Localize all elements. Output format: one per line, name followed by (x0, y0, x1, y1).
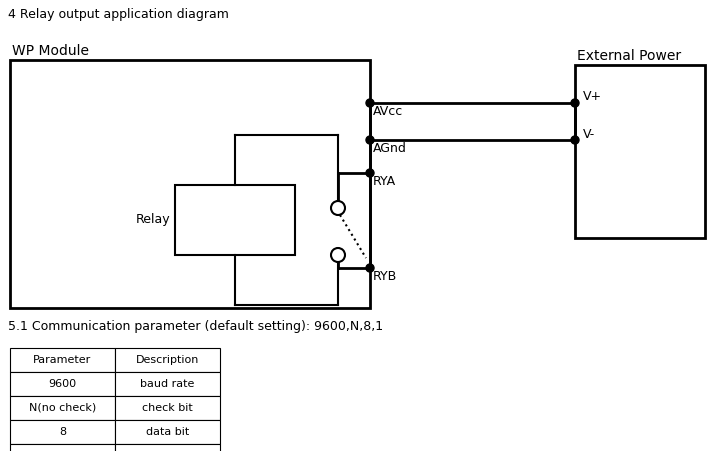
Bar (115, 348, 220, 372)
Circle shape (571, 136, 579, 144)
Circle shape (571, 99, 579, 107)
Text: External Power: External Power (577, 49, 681, 63)
Bar (115, 396, 220, 420)
Text: V-: V- (583, 128, 595, 141)
Bar (175, 185, 295, 255)
Bar (10, 348, 115, 372)
Text: N(no check): N(no check) (29, 403, 96, 413)
Circle shape (331, 201, 345, 215)
Circle shape (366, 264, 374, 272)
Bar (575, 65, 705, 238)
Circle shape (366, 169, 374, 177)
Text: Description: Description (136, 355, 199, 365)
Bar (115, 420, 220, 444)
Circle shape (366, 99, 374, 107)
Bar (10, 420, 115, 444)
Bar (115, 444, 220, 451)
Bar (10, 60, 370, 308)
Text: Relay: Relay (135, 213, 170, 226)
Bar (10, 396, 115, 420)
Text: Parameter: Parameter (33, 355, 92, 365)
Text: AGnd: AGnd (373, 142, 407, 155)
Text: data bit: data bit (146, 427, 189, 437)
Text: 8: 8 (59, 427, 66, 437)
Bar (115, 372, 220, 396)
Text: 5.1 Communication parameter (default setting): 9600,N,8,1: 5.1 Communication parameter (default set… (8, 320, 383, 333)
Text: check bit: check bit (142, 403, 193, 413)
Text: 4 Relay output application diagram: 4 Relay output application diagram (8, 8, 229, 21)
Text: baud rate: baud rate (140, 379, 195, 389)
Bar (10, 444, 115, 451)
Text: RYB: RYB (373, 270, 397, 283)
Text: AVcc: AVcc (373, 105, 403, 118)
Text: RYA: RYA (373, 175, 396, 188)
Text: V+: V+ (583, 91, 602, 103)
Text: WP Module: WP Module (12, 44, 89, 58)
Circle shape (331, 248, 345, 262)
Text: 9600: 9600 (49, 379, 77, 389)
Bar (10, 372, 115, 396)
Circle shape (366, 136, 374, 144)
